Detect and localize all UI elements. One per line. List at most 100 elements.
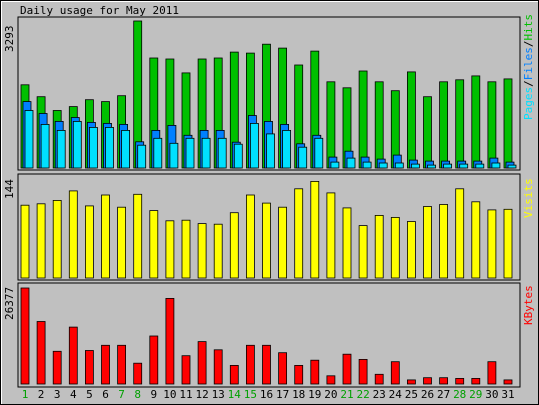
x-label-day-10: 10 [163, 388, 176, 401]
hits-bar-23 [374, 81, 384, 169]
kbytes-bar-26 [423, 377, 432, 385]
pages-bar-27 [443, 163, 453, 169]
visits-bar-12 [197, 223, 207, 279]
kbytes-bar-21 [342, 353, 352, 385]
kbytes-bar-13 [213, 349, 223, 385]
pages-bar-13 [217, 137, 227, 169]
kbytes-bar-5 [85, 350, 94, 385]
x-label-day-12: 12 [195, 388, 208, 401]
pages-bar-25 [410, 163, 420, 169]
kbytes-bar-15 [245, 344, 255, 385]
pages-bar-17 [282, 129, 292, 169]
x-label-day-26: 26 [421, 388, 434, 401]
kbytes-bar-3 [52, 350, 62, 385]
visits-bar-9 [149, 210, 159, 279]
kbytes-bar-20 [326, 375, 336, 385]
kbytes-bar-22 [358, 358, 368, 385]
x-label-day-23: 23 [373, 388, 386, 401]
pages-bar-30 [491, 162, 501, 169]
x-label-day-4: 4 [70, 388, 77, 401]
legend-sep-1: / [522, 80, 535, 87]
x-label-day-25: 25 [405, 388, 418, 401]
hits-bar-31 [503, 78, 513, 169]
kbytes-bar-10 [165, 297, 175, 385]
hits-bar-26 [423, 96, 432, 169]
visits-bar-24 [390, 216, 400, 279]
legend-hits: Hits [522, 14, 535, 41]
visits-bar-27 [439, 204, 449, 279]
hits-bar-25 [406, 71, 416, 169]
visits-bar-13 [213, 223, 223, 279]
visits-bar-17 [278, 206, 288, 279]
ymax-kbytes-label: 26377 [3, 287, 16, 320]
visits-bar-21 [342, 207, 352, 279]
kbytes-bar-25 [406, 379, 416, 385]
x-label-day-2: 2 [38, 388, 45, 401]
x-label-day-30: 30 [485, 388, 498, 401]
x-label-day-19: 19 [308, 388, 321, 401]
legend-kbytes: KBytes [522, 285, 535, 325]
visits-bar-7 [117, 206, 126, 279]
x-label-day-17: 17 [276, 388, 289, 401]
hits-bar-22 [358, 70, 368, 169]
x-label-day-6: 6 [102, 388, 109, 401]
kbytes-bar-28 [455, 377, 465, 385]
kbytes-bar-14 [229, 364, 239, 385]
pages-bar-9 [153, 137, 163, 169]
x-label-day-20: 20 [324, 388, 337, 401]
pages-bar-22 [362, 161, 372, 169]
kbytes-bar-23 [374, 373, 384, 385]
x-label-day-9: 9 [150, 388, 157, 401]
kbytes-bar-6 [101, 344, 110, 385]
kbytes-bar-16 [262, 344, 271, 385]
x-label-day-28: 28 [453, 388, 466, 401]
kbytes-bar-17 [278, 352, 288, 385]
pages-bar-31 [507, 164, 517, 169]
pages-bar-2 [40, 124, 50, 169]
visits-bar-10 [165, 220, 175, 279]
visits-bar-16 [262, 202, 271, 279]
pages-bar-24 [394, 162, 404, 169]
pages-bar-8 [137, 144, 147, 169]
pages-bar-18 [298, 146, 308, 169]
kbytes-bar-11 [181, 355, 191, 385]
visits-bar-31 [503, 208, 513, 279]
bars-kbytes-group [20, 287, 513, 385]
visits-bar-28 [455, 188, 465, 279]
legend-visits: Visits [522, 178, 535, 218]
pages-bar-4 [72, 121, 82, 169]
hits-bar-20 [326, 81, 336, 169]
ymax-visits-label: 144 [3, 179, 16, 199]
visits-bar-20 [326, 192, 336, 279]
visits-bar-4 [68, 190, 78, 279]
visits-bar-2 [36, 203, 46, 279]
x-label-day-14: 14 [228, 388, 242, 401]
kbytes-bar-1 [20, 287, 30, 385]
visits-bar-8 [133, 193, 143, 279]
kbytes-bar-12 [197, 341, 207, 385]
pages-bar-23 [378, 162, 388, 169]
x-label-day-22: 22 [356, 388, 369, 401]
x-label-day-18: 18 [292, 388, 305, 401]
pages-bar-28 [459, 163, 469, 169]
pages-bar-21 [346, 157, 356, 169]
bars-hits-group [20, 20, 517, 169]
visits-bar-3 [52, 199, 62, 279]
x-label-day-1: 1 [22, 388, 29, 401]
chart-title: Daily usage for May 2011 [20, 4, 179, 17]
visits-bar-15 [245, 194, 255, 279]
pages-bar-16 [266, 133, 275, 169]
x-label-day-7: 7 [118, 388, 125, 401]
x-label-day-27: 27 [437, 388, 450, 401]
legend-files: Files [522, 47, 535, 80]
x-label-day-8: 8 [134, 388, 141, 401]
legend-hits-panel: Pages/Files/Hits [522, 14, 535, 120]
visits-bar-11 [181, 219, 191, 279]
x-label-day-13: 13 [212, 388, 225, 401]
hits-bar-30 [487, 81, 497, 169]
kbytes-bar-8 [133, 362, 143, 385]
pages-bar-1 [24, 110, 34, 169]
kbytes-bar-4 [68, 326, 78, 385]
kbytes-bar-2 [36, 321, 46, 385]
